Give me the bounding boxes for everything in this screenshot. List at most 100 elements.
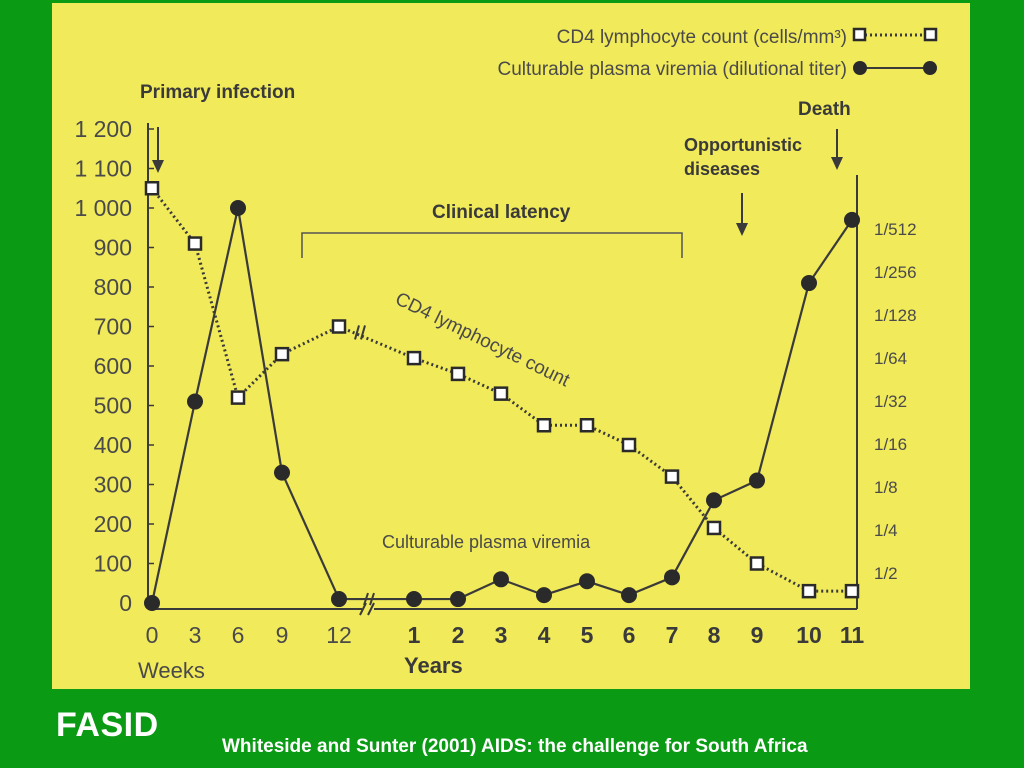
arrowhead-primary-infection (152, 160, 164, 173)
x-tick-label: 9 (276, 622, 289, 648)
y-left-tick-label: 800 (94, 274, 132, 300)
cd4-point (144, 181, 160, 196)
viremia-point (579, 573, 595, 590)
viremia-point (331, 591, 347, 608)
viremia-point (230, 200, 246, 216)
cd4-point (621, 437, 637, 453)
x-tick-label: 5 (581, 622, 594, 648)
cd4-point (450, 366, 466, 382)
x-tick-label: 12 (326, 622, 352, 648)
cd4-break-right (360, 325, 366, 340)
viremia-point (144, 595, 160, 611)
y-right-tick-label: 1/128 (874, 306, 917, 325)
series-viremia (144, 200, 860, 611)
x-tick-label: 10 (796, 622, 822, 648)
y-right-tick-label: 1/2 (874, 564, 898, 583)
y-right-tick-label: 1/32 (874, 392, 907, 411)
y-right-tick-label: 1/16 (874, 435, 907, 454)
cd4-point (274, 346, 290, 362)
footer-brand: FASID (56, 706, 159, 744)
y-left-tick-label: 0 (119, 590, 132, 616)
cd4-point (331, 319, 347, 334)
viremia-point (406, 591, 422, 608)
x-tick-label: 9 (751, 622, 764, 648)
x-ticks: 0 3 6 9 12 1 2 3 4 5 6 7 8 9 10 11 (146, 622, 865, 648)
annotation-opportunistic-diseases: Opportunistic diseases (684, 135, 807, 179)
cd4-line (150, 187, 852, 593)
y-left-tick-label: 200 (94, 511, 132, 537)
cd4-curve-label: CD4 lymphocyte count (392, 289, 574, 392)
bracket-clinical-latency (301, 232, 683, 258)
y-left-tick-label: 600 (94, 353, 132, 379)
viremia-line (150, 207, 853, 604)
y-left-tick-label: 700 (94, 314, 132, 340)
viremia-point (706, 492, 722, 509)
legend-marker-viremia-right (923, 61, 937, 75)
y-left-tick-label: 300 (94, 472, 132, 498)
x-tick-label: 6 (623, 622, 636, 648)
cd4-point (664, 469, 680, 484)
cd4-break-left (354, 325, 360, 340)
arrowhead-opportunistic-diseases (736, 223, 748, 236)
legend: CD4 lymphocyte count (cells/mm³) Cultura… (497, 27, 938, 80)
viremia-point (664, 569, 680, 586)
arrowhead-death (831, 157, 843, 170)
y-right-tick-label: 1/4 (874, 521, 898, 540)
cd4-point (844, 583, 860, 599)
x-tick-label: 1 (408, 622, 421, 648)
viremia-curve-label: Culturable plasma viremia (382, 532, 591, 552)
viremia-point (621, 587, 637, 604)
viremia-point (749, 472, 765, 489)
x-axis-break-right (367, 602, 375, 616)
x-tick-label: 8 (708, 622, 721, 648)
viremia-point (536, 587, 552, 604)
legend-marker-cd4-left (852, 27, 867, 42)
x-tick-label: 3 (495, 622, 508, 648)
x-unit-years: Years (404, 653, 463, 678)
annotation-clinical-latency: Clinical latency (432, 202, 571, 223)
cd4-point (536, 418, 552, 433)
y-left-tick-label: 400 (94, 432, 132, 458)
y-left-ticks: 0 100 200 300 400 500 600 700 800 900 1 000 1 100 1 … (74, 116, 154, 616)
y-left-tick-label: 1 100 (74, 156, 132, 182)
cd4-point (187, 236, 203, 251)
legend-entry-viremia: Culturable plasma viremia (dilutional ti… (497, 59, 847, 80)
viremia-point (450, 591, 466, 608)
y-left-tick-label: 100 (94, 551, 132, 577)
y-right-tick-label: 1/256 (874, 263, 917, 282)
cd4-point (493, 386, 509, 401)
x-tick-label: 3 (189, 622, 202, 648)
y-right-tick-label: 1/512 (874, 220, 917, 239)
viremia-point (801, 275, 817, 292)
legend-marker-cd4-right (923, 27, 938, 42)
cd4-point (579, 418, 595, 433)
viremia-break-left (363, 592, 369, 606)
y-right-ticks: 1/2 1/4 1/8 1/16 1/32 1/64 1/128 1/256 1/512 (874, 220, 917, 583)
cd4-point (406, 350, 422, 366)
y-left-tick-label: 500 (94, 393, 132, 419)
viremia-point (274, 464, 290, 481)
x-tick-label: 6 (232, 622, 245, 648)
y-left-tick-label: 900 (94, 235, 132, 261)
legend-entry-cd4: CD4 lymphocyte count (cells/mm³) (557, 27, 847, 48)
series-cd4 (144, 181, 860, 599)
cd4-point (749, 556, 765, 571)
x-tick-label: 11 (840, 622, 865, 648)
x-unit-weeks: Weeks (138, 658, 205, 683)
y-left-tick-label: 1 200 (74, 116, 132, 142)
annotation-primary-infection: Primary infection (140, 82, 295, 103)
viremia-point (844, 211, 860, 228)
x-tick-label: 2 (452, 622, 465, 648)
viremia-point (493, 571, 509, 588)
y-left-tick-label: 1 000 (74, 195, 132, 221)
chart-svg: CD4 lymphocyte count (cells/mm³) Cultura… (74, 27, 938, 683)
y-right-tick-label: 1/8 (874, 478, 898, 497)
x-tick-label: 7 (666, 622, 679, 648)
legend-marker-viremia-left (853, 61, 867, 75)
y-right-tick-label: 1/64 (874, 349, 907, 368)
annotation-death: Death (798, 99, 851, 120)
x-tick-label: 4 (538, 622, 551, 648)
cd4-point (706, 520, 722, 536)
chart-panel: CD4 lymphocyte count (cells/mm³) Cultura… (52, 3, 970, 689)
viremia-break-right (369, 592, 375, 606)
